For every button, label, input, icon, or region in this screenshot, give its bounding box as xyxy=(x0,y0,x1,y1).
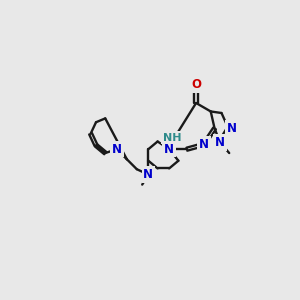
Text: N: N xyxy=(164,143,174,156)
Text: N: N xyxy=(199,138,209,151)
Text: N: N xyxy=(143,168,153,181)
Text: N: N xyxy=(226,122,236,135)
Text: N: N xyxy=(112,143,122,156)
Text: N: N xyxy=(215,136,225,149)
Text: O: O xyxy=(191,78,201,91)
Text: NH: NH xyxy=(163,133,182,142)
